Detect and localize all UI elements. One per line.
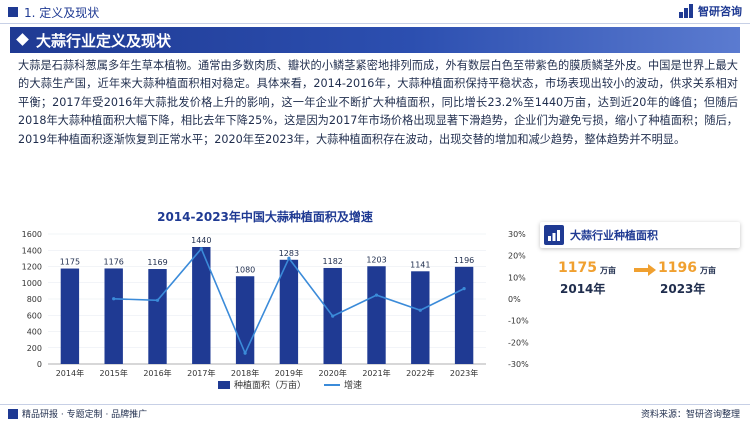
page-banner: 大蒜行业定义及现状: [10, 27, 740, 53]
footer-tagline: 精品研报 · 专题定制 · 品牌推广: [8, 407, 147, 420]
top-bar: 1. 定义及现状 智研咨询: [0, 0, 750, 24]
start-year: 2014年: [560, 282, 606, 296]
bar: [60, 268, 80, 364]
x-tick-label: 2017年: [187, 368, 215, 378]
chart-icon: [544, 225, 564, 245]
end-unit: 万亩: [700, 266, 716, 275]
bar-value-label: 1176: [104, 257, 124, 266]
footer: 精品研报 · 专题定制 · 品牌推广 资料来源：智研咨询整理: [0, 404, 750, 422]
side-card: 大蒜行业种植面积 1175 万亩 2014年 1196 万亩 2023年: [540, 222, 740, 302]
arrow-right-icon: [634, 264, 656, 276]
growth-point: [199, 247, 203, 251]
brand-logo: 智研咨询: [679, 3, 742, 19]
bar: [104, 268, 123, 364]
bar-value-label: 1283: [279, 249, 299, 258]
left-tick-label: 200: [27, 344, 42, 353]
x-tick-label: 2018年: [231, 368, 259, 378]
growth-point: [287, 256, 291, 260]
growth-point: [331, 314, 335, 318]
footer-divider: [0, 404, 750, 405]
bar-value-label: 1141: [410, 260, 430, 269]
right-tick-label: -30%: [508, 360, 529, 369]
side-card-title: 大蒜行业种植面积: [570, 229, 658, 242]
footer-tagline-text: 精品研报 · 专题定制 · 品牌推广: [22, 410, 148, 420]
bar: [148, 269, 167, 364]
bar: [235, 276, 255, 364]
end-value: 1196: [658, 260, 697, 276]
bar-value-label: 1440: [191, 236, 211, 245]
bar: [192, 247, 211, 364]
right-tick-label: 10%: [508, 273, 526, 282]
x-tick-label: 2015年: [100, 368, 128, 378]
bar: [411, 271, 430, 364]
x-tick-label: 2022年: [406, 368, 434, 378]
left-tick-label: 400: [27, 328, 42, 337]
chart-legend: 种植面积（万亩） 增速: [218, 378, 362, 391]
footer-marker-icon: [8, 408, 18, 419]
growth-point: [418, 308, 422, 312]
x-tick-label: 2016年: [143, 368, 171, 378]
page-title: 大蒜行业定义及现状: [36, 32, 172, 50]
planting-area-chart: 0 200 400 600 800 1000 1200 1400 1600 -30% -20% -10…: [22, 230, 529, 378]
bar-value-label: 1182: [323, 257, 343, 266]
bar-value-label: 1196: [454, 256, 474, 265]
bar-value-label: 1203: [366, 255, 386, 264]
growth-point: [112, 297, 116, 301]
left-tick-label: 1400: [22, 246, 42, 255]
legend-bar-swatch: [218, 380, 230, 389]
right-tick-label: -10%: [508, 317, 529, 326]
left-tick-label: 1000: [22, 279, 42, 288]
left-tick-label: 1200: [22, 263, 42, 272]
start-unit: 万亩: [600, 266, 616, 275]
left-tick-label: 600: [27, 311, 42, 320]
bar: [367, 266, 386, 364]
section-title: 1. 定义及现状: [24, 6, 100, 20]
left-tick-label: 0: [37, 360, 42, 369]
right-tick-label: 20%: [508, 252, 526, 261]
right-tick-label: -20%: [508, 338, 529, 347]
legend-item-bar: 种植面积（万亩）: [218, 378, 306, 391]
growth-point: [374, 293, 379, 297]
growth-point: [462, 287, 466, 291]
bar-value-label: 1080: [235, 265, 255, 274]
legend-item-line: 增速: [324, 378, 362, 391]
x-tick-label: 2019年: [275, 368, 303, 378]
growth-point: [155, 298, 160, 302]
brand-logo-text: 智研咨询: [698, 5, 742, 18]
x-tick-label: 2014年: [56, 368, 84, 378]
bar: [279, 259, 299, 364]
left-tick-label: 1600: [22, 230, 42, 239]
x-tick-label: 2020年: [319, 368, 347, 378]
x-tick-label: 2021年: [362, 368, 390, 378]
chart-title: 2014-2023年中国大蒜种植面积及增速: [157, 210, 373, 224]
right-tick-label: 0%: [508, 295, 521, 304]
brand-logo-icon: [679, 4, 695, 18]
side-card-header: 大蒜行业种植面积: [540, 222, 740, 248]
section-marker-icon: [8, 7, 18, 17]
bar-value-label: 1175: [60, 258, 80, 267]
legend-line-swatch: [324, 383, 341, 386]
end-year: 2023年: [660, 282, 706, 296]
left-tick-label: 800: [27, 295, 42, 304]
x-tick-label: 2023年: [450, 368, 478, 378]
growth-point: [243, 351, 247, 355]
diamond-icon: [16, 33, 29, 46]
bar-value-label: 1169: [147, 258, 167, 267]
intro-paragraph: 大蒜是石蒜科葱属多年生草本植物。通常由多数肉质、瓣状的小鳞茎紧密地排列而成，外有…: [18, 59, 738, 146]
footer-source: 资料来源：智研咨询整理: [640, 410, 740, 420]
start-value: 1175: [558, 260, 597, 276]
legend-bar-label: 种植面积（万亩）: [234, 381, 307, 391]
top-divider: [0, 23, 750, 24]
bar: [454, 266, 474, 364]
legend-line-label: 增速: [344, 381, 363, 391]
right-tick-label: 30%: [508, 230, 526, 239]
